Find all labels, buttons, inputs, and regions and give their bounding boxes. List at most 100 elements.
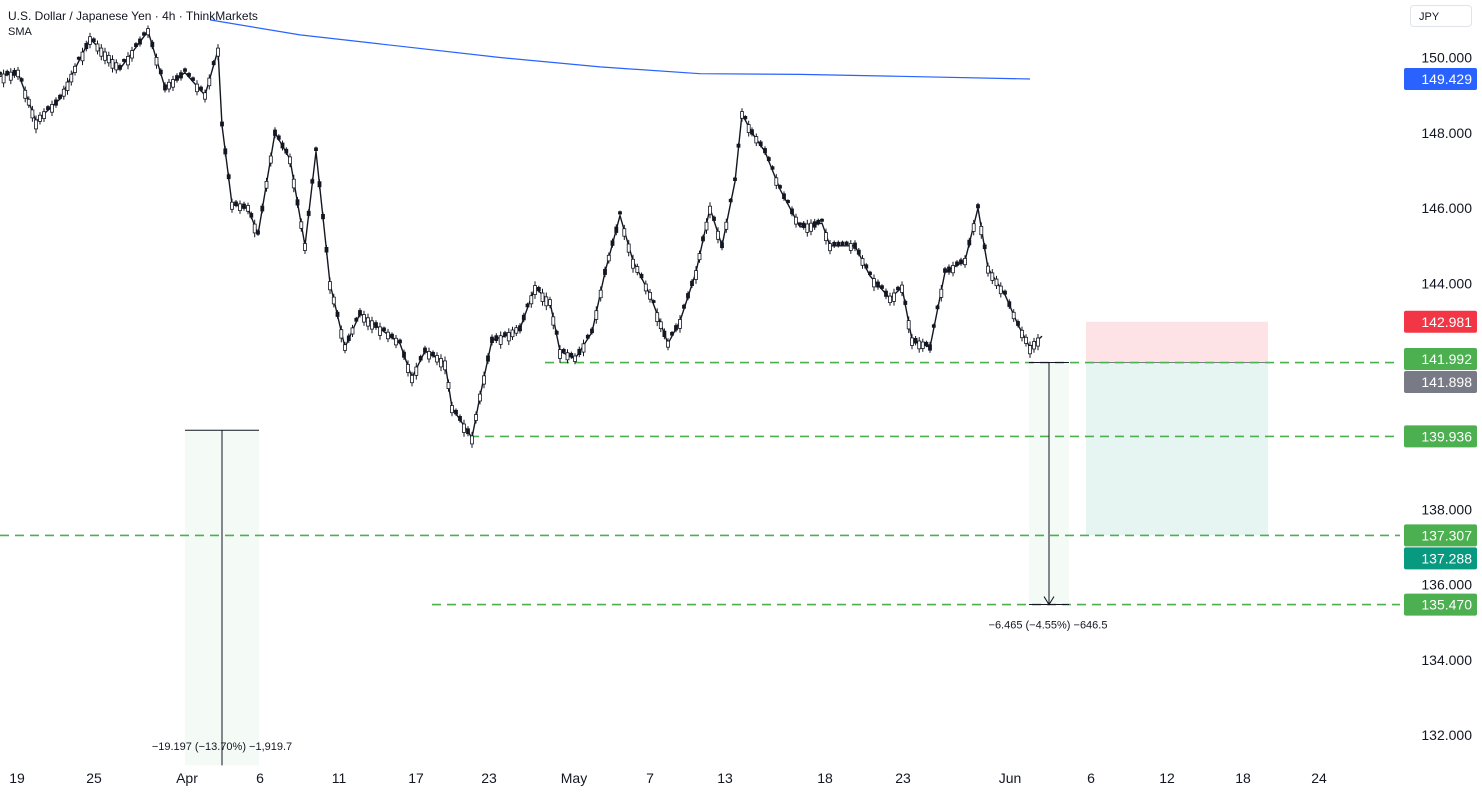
price-badge[interactable]: 149.429: [1404, 68, 1477, 90]
candle-body: [590, 328, 594, 334]
candle-body: [860, 258, 865, 266]
x-tick-label: 6: [1087, 770, 1095, 786]
symbol-title[interactable]: U.S. Dollar / Japanese Yen · 4h · ThinkM…: [8, 9, 258, 23]
candle-body: [350, 327, 355, 335]
candle-body: [986, 265, 990, 274]
candle-body: [690, 280, 694, 287]
candle-body: [884, 290, 888, 297]
candle-body: [76, 56, 81, 60]
price-badge[interactable]: 141.898: [1404, 371, 1477, 393]
candle-body: [1007, 301, 1012, 307]
candle-body: [462, 423, 466, 433]
candle-body: [418, 356, 423, 361]
candle-body: [1016, 321, 1020, 326]
candle-body: [643, 283, 648, 292]
candle-body: [716, 230, 720, 240]
candle-body: [1020, 329, 1024, 339]
candle-body: [423, 347, 427, 353]
candle-body: [5, 70, 10, 76]
price-axis[interactable]: 150.000 148.000 146.000 144.000 138.000 136.0…: [1421, 50, 1472, 744]
candle-body: [868, 271, 872, 276]
candle-body: [754, 136, 759, 144]
y-tick-label: 150.000: [1421, 50, 1472, 66]
price-badge-label: 137.307: [1421, 527, 1472, 543]
candle-body: [317, 181, 322, 188]
candle-body: [947, 266, 951, 273]
candle-body: [203, 92, 207, 100]
measure-arrow-2: [1043, 596, 1055, 606]
candle-body: [482, 375, 486, 385]
price-badge[interactable]: 142.981: [1404, 310, 1477, 333]
candle-body: [888, 295, 892, 304]
levels-layer: [0, 361, 1400, 606]
candle-body: [740, 111, 744, 119]
y-tick-label: 138.000: [1421, 501, 1472, 517]
candle-body: [260, 205, 265, 212]
candle-body: [798, 222, 802, 226]
candle-body: [118, 65, 122, 70]
candle-body: [896, 286, 900, 291]
candle-body: [238, 203, 242, 211]
candle-body: [220, 121, 224, 127]
price-series: [0, 30, 1043, 439]
candle-body: [651, 300, 656, 303]
candle-body: [276, 135, 281, 140]
candle-body: [529, 295, 534, 305]
price-badge-bg: [1404, 348, 1477, 370]
candle-body: [150, 41, 155, 48]
candle-body: [836, 241, 841, 247]
candle-body: [46, 106, 50, 110]
candle-body: [967, 239, 972, 246]
candle-body: [249, 213, 254, 218]
price-badge[interactable]: 137.288: [1404, 547, 1477, 570]
candle-body: [554, 330, 559, 335]
candle-body: [1036, 337, 1040, 347]
candle-body: [114, 62, 119, 71]
candle-body: [913, 337, 918, 344]
candle-body: [943, 268, 947, 273]
candle-body: [939, 288, 944, 298]
candle-body: [979, 225, 984, 236]
candle-body: [246, 205, 250, 212]
candle-body: [551, 316, 556, 326]
zones-layer: [185, 321, 1268, 766]
price-badge[interactable]: 135.470: [1404, 593, 1477, 616]
candle-body: [736, 143, 741, 148]
candle-body: [134, 43, 138, 47]
candle-body: [801, 222, 806, 228]
candle-body: [427, 350, 431, 360]
indicator-label[interactable]: SMA: [8, 26, 32, 38]
candle-body: [635, 266, 640, 273]
candle-body: [126, 56, 130, 66]
candle-body: [514, 327, 519, 334]
price-badge[interactable]: 139.936: [1404, 425, 1477, 448]
candle-body: [498, 335, 503, 345]
measure-label-2: −6.465 (−4.55%) −646.5: [989, 620, 1108, 632]
candle-body: [540, 292, 545, 302]
candle-body: [782, 193, 786, 200]
candle-body: [971, 223, 976, 232]
candle-body: [910, 337, 914, 346]
candle-body: [358, 310, 362, 316]
candle-body: [577, 348, 582, 355]
candle-body: [724, 221, 729, 230]
candle-body: [50, 104, 54, 113]
measures-layer: −19.197 (−13.70%) −1,919.7 −6.465 (−4.55%…: [152, 362, 1108, 766]
candle-body: [712, 216, 716, 221]
candle-body: [558, 349, 562, 359]
candle-body: [331, 296, 336, 305]
price-badge[interactable]: 137.307: [1404, 524, 1477, 547]
candle-body: [1024, 336, 1028, 344]
series-layer: [0, 19, 1043, 448]
x-tick-label: 11: [332, 770, 347, 786]
time-axis[interactable]: 19 25 Apr 6 11 17 23 May 7 13 18 23 Jun 6 12 18 24: [9, 770, 1327, 786]
candle-body: [832, 241, 837, 247]
price-badge[interactable]: 141.992: [1404, 348, 1477, 370]
candle-body: [12, 70, 17, 76]
currency-button[interactable]: JPY: [1410, 5, 1472, 27]
candle-body: [876, 281, 880, 288]
x-tick-label: 12: [1159, 770, 1175, 786]
candle-body: [848, 243, 853, 251]
candle-body: [655, 312, 660, 323]
